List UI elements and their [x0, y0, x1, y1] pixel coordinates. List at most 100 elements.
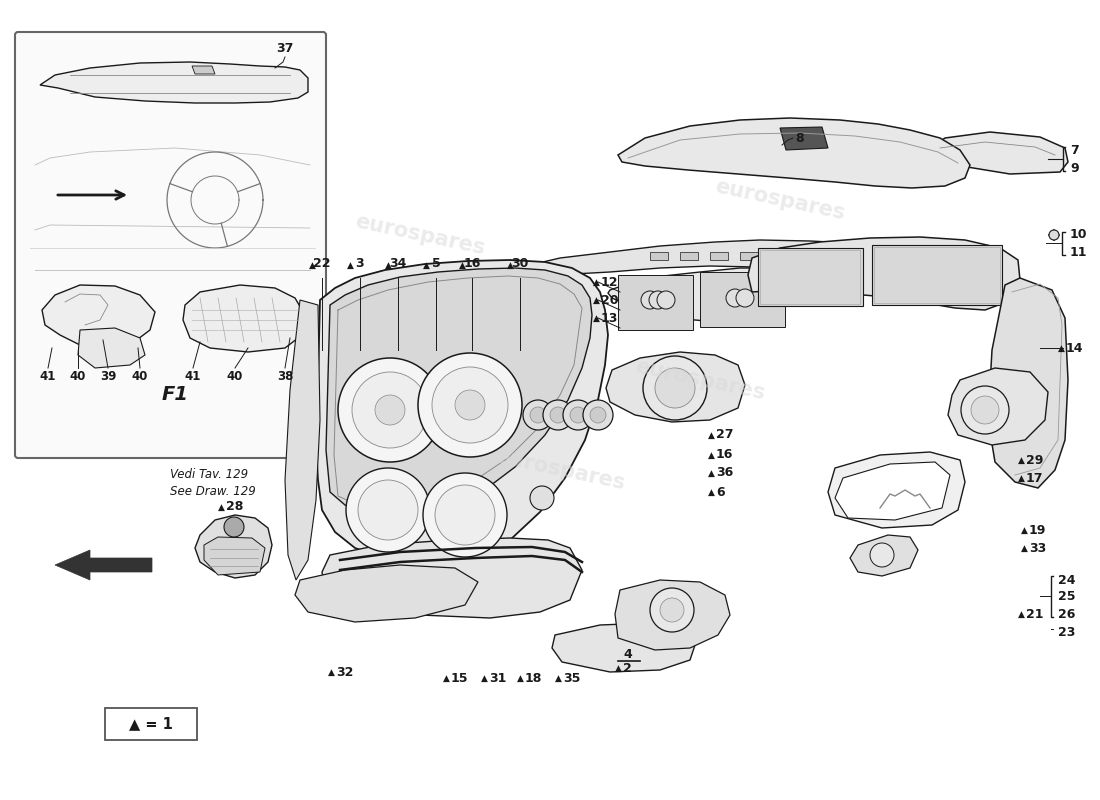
Text: 34: 34 — [389, 257, 407, 270]
Circle shape — [352, 372, 428, 448]
Text: 5: 5 — [431, 257, 440, 270]
Polygon shape — [650, 252, 668, 260]
Text: ▲: ▲ — [459, 261, 466, 270]
Text: 39: 39 — [100, 370, 117, 383]
Polygon shape — [615, 580, 730, 650]
Circle shape — [432, 367, 508, 443]
FancyBboxPatch shape — [15, 32, 326, 458]
Circle shape — [455, 390, 485, 420]
Text: Vedi Tav. 129: Vedi Tav. 129 — [170, 468, 249, 481]
Text: eurospares: eurospares — [634, 357, 767, 403]
Polygon shape — [552, 623, 695, 672]
Polygon shape — [195, 515, 272, 578]
Text: 19: 19 — [1028, 523, 1046, 537]
Circle shape — [434, 485, 495, 545]
Text: 25: 25 — [1058, 590, 1076, 603]
Polygon shape — [988, 278, 1068, 488]
Text: 8: 8 — [795, 131, 804, 145]
Text: ▲: ▲ — [593, 295, 600, 305]
Polygon shape — [618, 118, 970, 188]
Text: ▲: ▲ — [218, 502, 226, 511]
Text: eurospares: eurospares — [493, 446, 627, 494]
Text: ▲: ▲ — [1021, 526, 1028, 534]
Text: F1: F1 — [162, 385, 188, 404]
Polygon shape — [618, 275, 693, 330]
Polygon shape — [606, 352, 745, 422]
Text: ▲: ▲ — [507, 261, 514, 270]
Circle shape — [641, 291, 659, 309]
Text: 2: 2 — [623, 662, 631, 674]
Text: ▲: ▲ — [309, 261, 316, 270]
Text: ▲: ▲ — [1021, 543, 1028, 553]
Circle shape — [650, 588, 694, 632]
Text: 24: 24 — [1058, 574, 1076, 586]
Text: ▲: ▲ — [385, 261, 392, 270]
Text: 36: 36 — [716, 466, 734, 479]
Text: 17: 17 — [1026, 471, 1044, 485]
Text: 18: 18 — [525, 671, 542, 685]
Polygon shape — [710, 252, 728, 260]
Text: 29: 29 — [1026, 454, 1044, 466]
Polygon shape — [850, 535, 918, 576]
Circle shape — [1049, 230, 1059, 240]
Text: ▲: ▲ — [708, 469, 715, 478]
Text: eurospares: eurospares — [713, 177, 847, 223]
Circle shape — [358, 480, 418, 540]
Polygon shape — [285, 300, 320, 580]
Text: ▲: ▲ — [1019, 474, 1025, 482]
Text: 7: 7 — [1070, 143, 1079, 157]
Text: 31: 31 — [490, 671, 506, 685]
Circle shape — [375, 395, 405, 425]
Polygon shape — [55, 550, 152, 580]
Polygon shape — [192, 66, 215, 74]
Text: 28: 28 — [226, 501, 243, 514]
Text: ▲: ▲ — [443, 674, 450, 682]
Text: 38: 38 — [277, 370, 294, 383]
Text: 40: 40 — [132, 370, 148, 383]
Text: 15: 15 — [451, 671, 469, 685]
Polygon shape — [780, 127, 828, 150]
Circle shape — [418, 353, 522, 457]
Polygon shape — [322, 538, 582, 618]
Text: 12: 12 — [601, 275, 618, 289]
Polygon shape — [326, 268, 592, 520]
Text: ▲: ▲ — [708, 487, 715, 497]
Text: ▲: ▲ — [593, 278, 600, 286]
Text: 16: 16 — [463, 257, 481, 270]
Polygon shape — [828, 452, 965, 528]
Text: 13: 13 — [601, 311, 618, 325]
Circle shape — [543, 400, 573, 430]
Text: 35: 35 — [563, 671, 581, 685]
Text: 37: 37 — [276, 42, 294, 55]
Polygon shape — [295, 565, 478, 622]
Circle shape — [870, 543, 894, 567]
Text: 41: 41 — [40, 370, 56, 383]
Circle shape — [649, 291, 667, 309]
Circle shape — [530, 407, 546, 423]
Circle shape — [726, 289, 744, 307]
Circle shape — [590, 407, 606, 423]
Text: ▲: ▲ — [1058, 343, 1065, 353]
Text: ▲: ▲ — [556, 674, 562, 682]
Circle shape — [424, 473, 507, 557]
Text: 41: 41 — [185, 370, 201, 383]
Polygon shape — [835, 462, 950, 520]
Text: 4: 4 — [624, 649, 632, 662]
Polygon shape — [78, 328, 145, 368]
Text: 3: 3 — [355, 257, 364, 270]
Text: 21: 21 — [1026, 607, 1044, 621]
Circle shape — [736, 289, 754, 307]
Text: ▲: ▲ — [424, 261, 430, 270]
Text: 9: 9 — [1070, 162, 1079, 174]
Polygon shape — [680, 252, 698, 260]
Circle shape — [522, 400, 553, 430]
Polygon shape — [748, 237, 1020, 310]
Circle shape — [644, 356, 707, 420]
FancyBboxPatch shape — [104, 708, 197, 740]
Circle shape — [338, 358, 442, 462]
Polygon shape — [740, 252, 758, 260]
Text: ▲: ▲ — [708, 450, 715, 459]
Circle shape — [961, 386, 1009, 434]
Text: eurospares: eurospares — [353, 211, 487, 258]
Polygon shape — [316, 260, 608, 565]
